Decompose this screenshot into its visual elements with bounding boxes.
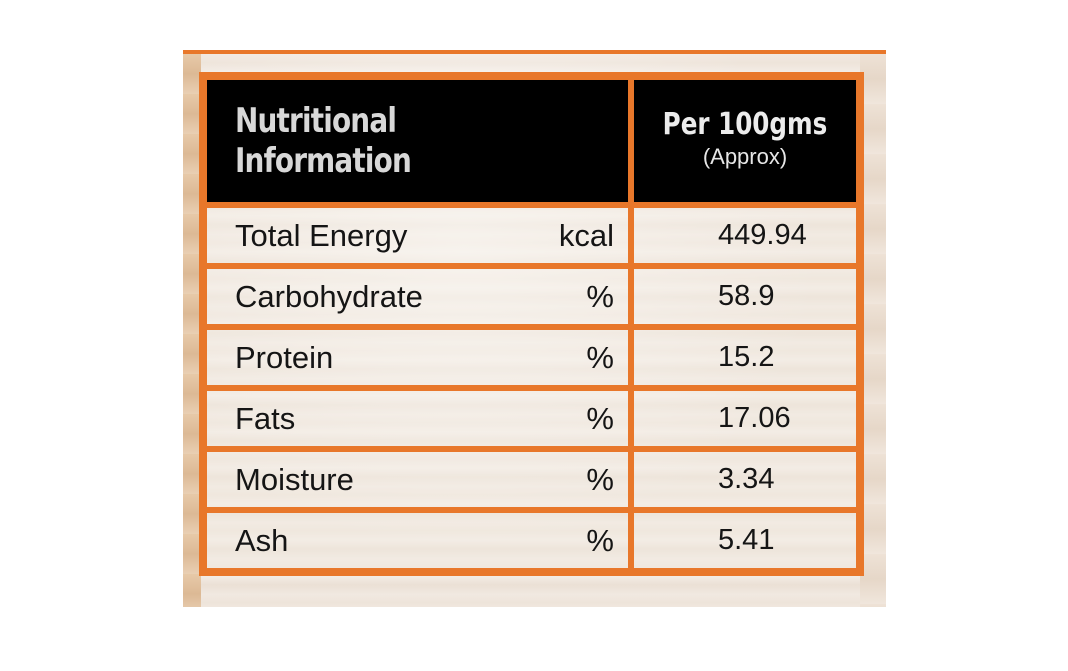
row-value: 3.34: [631, 449, 859, 510]
row-value: 15.2: [631, 327, 859, 388]
header-title: Nutritional Information: [235, 101, 412, 181]
row-unit: %: [586, 400, 614, 436]
row-unit: %: [586, 339, 614, 375]
row-name-cell: Moisture%: [204, 449, 631, 510]
header-per-line1: Per 100gms: [662, 106, 828, 142]
table-row: Fats% 17.06: [204, 388, 859, 449]
row-unit: %: [586, 278, 614, 314]
header-per-cell: Per 100gms (Approx): [631, 77, 859, 205]
table-row: Ash% 5.41: [204, 510, 859, 571]
row-unit: kcal: [558, 217, 614, 253]
table-row: Moisture% 3.34: [204, 449, 859, 510]
row-name-cell: Fats%: [204, 388, 631, 449]
table-header-row: Nutritional Information Per 100gms (Appr…: [204, 77, 859, 205]
row-value: 5.41: [631, 510, 859, 571]
header-per-line2: (Approx): [702, 143, 788, 169]
nutrition-table: Nutritional Information Per 100gms (Appr…: [199, 72, 864, 576]
row-name: Fats: [235, 400, 296, 436]
row-name-cell: Total Energy kcal: [204, 205, 631, 266]
row-name-cell: Protein%: [204, 327, 631, 388]
row-name: Total Energy: [235, 217, 408, 253]
row-name-cell: Ash%: [204, 510, 631, 571]
panel-left-edge: [183, 54, 201, 607]
table-row: Protein% 15.2: [204, 327, 859, 388]
table-row: Carbohydrate% 58.9: [204, 266, 859, 327]
row-name: Carbohydrate: [235, 278, 423, 314]
row-name: Moisture: [235, 461, 354, 497]
row-unit: %: [586, 522, 614, 558]
row-value: 17.06: [631, 388, 859, 449]
row-value: 58.9: [631, 266, 859, 327]
header-title-cell: Nutritional Information: [204, 77, 631, 205]
row-name: Ash: [235, 522, 289, 558]
table-row: Total Energy kcal 449.94: [204, 205, 859, 266]
row-name: Protein: [235, 339, 334, 375]
row-unit: %: [586, 461, 614, 497]
panel-right-edge: [860, 54, 886, 607]
row-value: 449.94: [631, 205, 859, 266]
row-name-cell: Carbohydrate%: [204, 266, 631, 327]
